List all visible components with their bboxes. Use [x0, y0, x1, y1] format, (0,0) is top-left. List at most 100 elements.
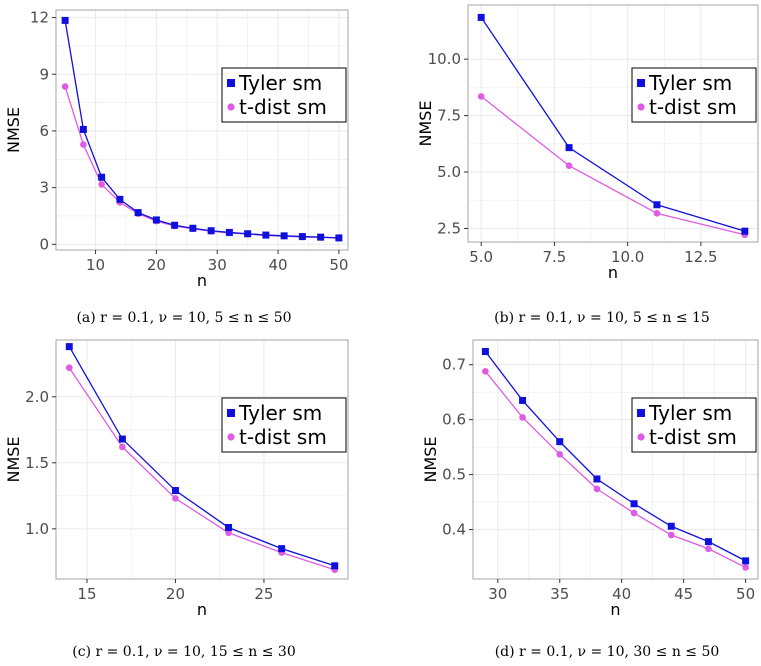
legend-box	[631, 397, 757, 453]
data-point	[80, 141, 87, 148]
x-tick-label: 50	[736, 585, 755, 603]
legend-marker	[227, 409, 235, 417]
y-tick-label: 5.0	[437, 163, 461, 181]
y-tick-label: 0.4	[442, 521, 466, 539]
data-point	[519, 396, 527, 404]
legend-label: t-dist sm	[649, 425, 737, 449]
legend-marker	[227, 103, 235, 111]
x-axis-title: n	[610, 600, 620, 619]
y-tick-label: 2.0	[25, 388, 49, 406]
y-axis-title: NMSE	[421, 436, 440, 482]
legend-box	[221, 397, 347, 453]
y-tick-label: 1.5	[25, 454, 49, 472]
data-point	[630, 500, 638, 508]
data-point	[262, 231, 270, 239]
data-point	[331, 562, 339, 570]
series-tyler-sm	[477, 13, 749, 235]
x-tick-label: 30	[488, 585, 507, 603]
data-point	[653, 210, 661, 217]
legend-label: t-dist sm	[239, 95, 327, 119]
x-tick-label: 20	[147, 256, 166, 274]
x-tick-label: 50	[329, 256, 348, 274]
legend-marker	[637, 103, 645, 111]
legend-marker	[637, 79, 645, 87]
grid	[56, 10, 348, 250]
legend-box	[631, 67, 757, 123]
data-point	[79, 125, 87, 133]
data-point	[225, 228, 233, 236]
x-tick-label: 40	[268, 256, 287, 274]
y-tick-label: 0	[39, 235, 49, 253]
legend-label: t-dist sm	[239, 425, 327, 449]
panel-caption: (c) r = 0.1, ν = 10, 15 ≤ n ≤ 30	[72, 644, 295, 660]
data-point	[171, 487, 179, 495]
data-point	[593, 475, 601, 483]
panel-caption: (a) r = 0.1, ν = 10, 5 ≤ n ≤ 50	[76, 310, 291, 326]
panel-border	[467, 4, 759, 243]
x-tick-label: 12.5	[684, 248, 717, 266]
data-point	[667, 531, 675, 539]
data-point	[65, 343, 73, 351]
x-tick-label: 30	[208, 256, 227, 274]
x-axis-title: n	[197, 271, 207, 290]
data-point	[189, 224, 197, 232]
legend: Tyler smt-dist sm	[221, 67, 347, 123]
data-point	[477, 13, 485, 21]
data-point	[118, 435, 126, 443]
legend-marker	[227, 433, 235, 441]
data-point	[134, 209, 142, 217]
y-axis-title: NMSE	[416, 100, 435, 146]
legend-label: t-dist sm	[649, 95, 737, 119]
panel-caption: (d) r = 0.1, ν = 10, 30 ≤ n ≤ 50	[495, 644, 720, 660]
legend: Tyler smt-dist sm	[631, 397, 757, 453]
legend: Tyler smt-dist sm	[221, 397, 347, 453]
data-point	[630, 509, 638, 517]
data-point	[61, 16, 69, 24]
grid	[473, 340, 758, 579]
x-tick-label: 10.0	[611, 248, 644, 266]
data-point	[116, 195, 124, 203]
grid	[468, 5, 758, 242]
legend-label: Tyler sm	[648, 401, 732, 425]
panel-border	[55, 9, 349, 251]
data-point	[742, 564, 749, 571]
legend-label: Tyler sm	[648, 71, 732, 95]
series-line	[480, 17, 746, 232]
x-axis-title: n	[197, 600, 207, 619]
y-tick-label: 2.5	[437, 219, 461, 237]
data-point	[152, 216, 160, 224]
legend-marker	[227, 79, 235, 87]
series-t-dist-sm	[482, 368, 749, 571]
panel-c: 15 20 25 1.0 1.5 2.0 n NMSE Tyler smt-dist sm (c)…	[4, 339, 349, 660]
legend: Tyler smt-dist sm	[631, 67, 757, 123]
data-point	[741, 227, 749, 235]
legend-label: Tyler sm	[238, 401, 322, 425]
series-line	[484, 351, 746, 562]
y-tick-label: 7.5	[437, 107, 461, 125]
data-point	[280, 232, 288, 240]
data-point	[65, 364, 73, 372]
data-point	[335, 234, 343, 242]
series-t-dist-sm	[65, 364, 339, 574]
y-tick-label: 10.0	[428, 50, 461, 68]
data-point	[742, 557, 750, 565]
y-axis-title: NMSE	[4, 107, 23, 153]
panel-d: 30 35 40 45 50 0.4 0.5 0.6 0.7 n NMSE Tyler smt-dis…	[421, 339, 759, 660]
data-point	[298, 233, 306, 241]
y-tick-label: 1.0	[25, 520, 49, 538]
y-tick-label: 9	[39, 65, 49, 83]
x-tick-label: 10	[86, 256, 105, 274]
y-axis-title: NMSE	[4, 436, 23, 482]
data-point	[98, 181, 105, 188]
panel-border	[55, 339, 349, 580]
data-point	[244, 230, 252, 238]
series-tyler-sm	[481, 348, 750, 565]
data-point	[317, 233, 325, 241]
data-point	[556, 438, 564, 446]
x-tick-label: 5.0	[469, 248, 493, 266]
y-tick-label: 6	[39, 122, 49, 140]
x-tick-label: 40	[612, 585, 631, 603]
data-point	[98, 173, 106, 181]
